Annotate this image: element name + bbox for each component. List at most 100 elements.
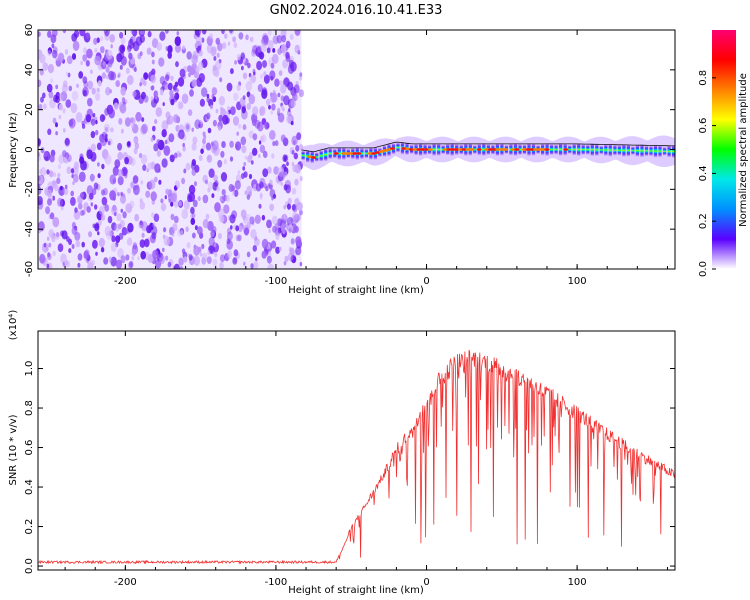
noise-speck: [173, 185, 178, 191]
noise-speck: [218, 125, 221, 131]
noise-speck: [260, 135, 264, 142]
noise-speck: [206, 154, 213, 163]
noise-speck: [291, 204, 296, 211]
noise-speck: [147, 162, 153, 170]
noise-speck: [246, 102, 252, 110]
noise-speck: [231, 185, 236, 192]
noise-speck: [258, 140, 262, 145]
noise-speck: [197, 196, 201, 202]
noise-speck: [173, 152, 178, 159]
noise-speck: [262, 35, 269, 46]
noise-speck: [150, 137, 154, 142]
noise-speck: [212, 119, 217, 127]
noise-speck: [149, 179, 156, 190]
noise-speck: [132, 242, 138, 250]
noise-speck: [220, 172, 228, 182]
noise-speck: [256, 45, 262, 53]
noise-speck: [282, 59, 288, 69]
noise-speck: [49, 154, 55, 163]
noise-speck: [127, 49, 131, 54]
noise-speck: [82, 89, 87, 97]
noise-speck: [258, 203, 262, 209]
noise-speck: [194, 164, 200, 173]
noise-speck: [284, 171, 288, 177]
noise-speck: [120, 208, 124, 213]
noise-speck: [174, 92, 180, 100]
noise-speck: [80, 192, 84, 199]
noise-speck: [165, 255, 169, 261]
noise-speck: [194, 42, 198, 49]
noise-speck: [138, 30, 145, 37]
noise-speck: [139, 239, 146, 248]
noise-speck: [240, 209, 247, 219]
noise-speck: [78, 202, 83, 210]
noise-speck: [50, 78, 54, 84]
x-tick-label: 0: [423, 276, 429, 287]
noise-speck: [192, 50, 199, 60]
noise-speck: [55, 95, 60, 104]
noise-speck: [112, 166, 119, 176]
noise-speck: [181, 93, 189, 104]
noise-speck: [131, 256, 135, 261]
noise-speck: [192, 199, 198, 208]
noise-speck: [104, 225, 112, 237]
noise-speck: [163, 227, 167, 233]
noise-speck: [63, 128, 66, 133]
noise-speck: [188, 72, 191, 78]
noise-speck: [215, 60, 222, 71]
noise-speck: [250, 160, 254, 165]
noise-speck: [285, 51, 290, 59]
noise-speck: [60, 185, 63, 191]
band-segment: [324, 147, 328, 162]
noise-speck: [77, 262, 81, 268]
noise-speck: [183, 200, 190, 210]
y-tick-label: 0.4: [24, 479, 35, 495]
noise-speck: [177, 101, 183, 110]
noise-speck: [132, 90, 137, 98]
band-segment: [518, 143, 522, 156]
noise-speck: [268, 183, 271, 187]
noise-speck: [82, 76, 88, 84]
band-peak: [461, 148, 467, 151]
noise-speck: [169, 89, 174, 97]
noise-speck: [58, 52, 65, 63]
band-peak: [529, 148, 535, 151]
noise-speck: [89, 192, 94, 200]
noise-speck: [218, 232, 222, 240]
noise-speck: [151, 232, 157, 240]
noise-speck: [58, 186, 65, 196]
noise-speck: [270, 62, 275, 69]
band-segment: [626, 144, 630, 157]
noise-speck: [178, 152, 182, 157]
noise-speck: [205, 142, 212, 151]
band-segment: [653, 144, 658, 158]
band-peak: [476, 148, 482, 151]
noise-speck: [288, 108, 291, 112]
noise-speck: [235, 174, 242, 183]
noise-speck: [38, 152, 41, 157]
noise-speck: [280, 84, 287, 94]
noise-speck: [214, 69, 220, 78]
noise-speck: [187, 194, 193, 203]
band-segment: [337, 146, 341, 161]
noise-speck: [167, 51, 172, 59]
band-segment: [604, 143, 608, 157]
noise-speck: [150, 85, 154, 91]
snr-series-line: [38, 349, 675, 565]
noise-speck: [165, 188, 170, 195]
noise-speck: [130, 117, 136, 125]
noise-speck: [267, 263, 274, 269]
noise-speck: [55, 122, 58, 128]
x-tick-label: 100: [568, 577, 587, 588]
noise-speck: [288, 228, 292, 233]
noise-speck: [93, 37, 98, 45]
snr-ylabel: SNR (10 * v/v): [8, 414, 19, 485]
band-segment: [319, 149, 323, 162]
band-peak: [333, 152, 339, 155]
noise-speck: [57, 243, 64, 253]
noise-speck: [120, 86, 126, 96]
band-peak: [563, 148, 569, 151]
noise-speck: [246, 251, 251, 258]
noise-speck: [71, 33, 78, 42]
noise-speck: [103, 123, 110, 133]
